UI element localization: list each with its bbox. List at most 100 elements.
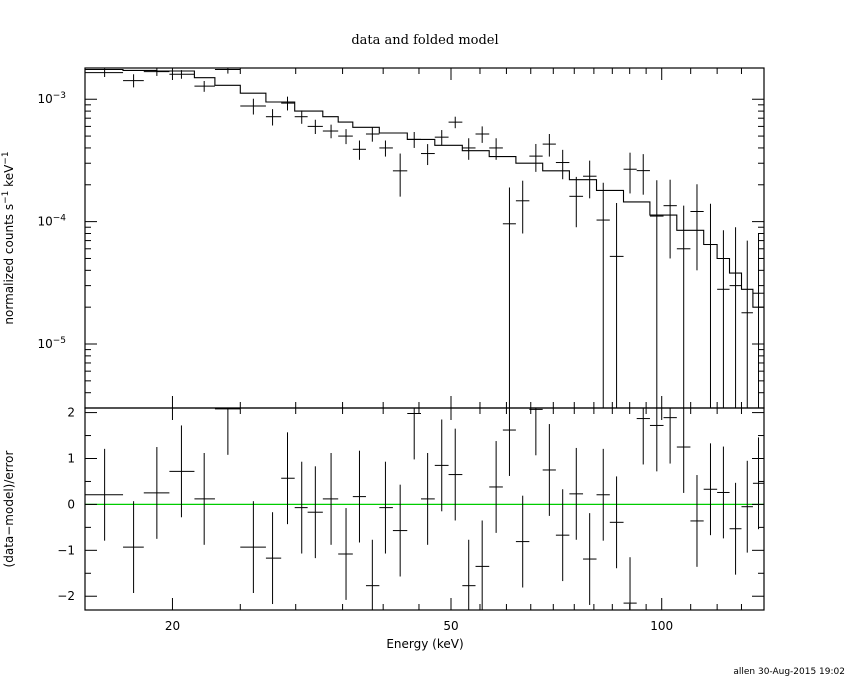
- residual-y-tick-label: −2: [57, 589, 75, 603]
- residual-y-tick-label: −1: [57, 543, 75, 557]
- residual-point: [703, 443, 718, 536]
- data-point: [462, 138, 476, 160]
- data-point: [583, 160, 597, 199]
- data-point: [676, 205, 691, 408]
- data-point: [281, 96, 295, 111]
- residual-ticks: −2 −1 0 1 2: [57, 406, 764, 603]
- data-point: [85, 68, 124, 77]
- data-point: [338, 129, 353, 145]
- residual-point: [294, 461, 308, 554]
- data-point: [555, 149, 570, 180]
- data-point: [407, 131, 421, 148]
- residual-point: [365, 539, 380, 610]
- residual-point: [240, 501, 266, 594]
- data-point: [741, 240, 753, 408]
- residual-points: [85, 408, 764, 610]
- residual-point: [529, 408, 543, 456]
- data-point: [434, 130, 449, 146]
- residual-point: [194, 452, 215, 545]
- data-point: [214, 68, 241, 74]
- data-point: [636, 154, 650, 195]
- x-axis-label: Energy (keV): [386, 637, 463, 651]
- data-point: [663, 179, 677, 259]
- data-point: [123, 74, 144, 88]
- residual-point: [307, 466, 323, 559]
- residual-point: [752, 437, 764, 530]
- residual-point: [649, 408, 664, 472]
- residual-point: [420, 452, 435, 545]
- data-point: [379, 140, 393, 157]
- residual-point: [392, 484, 408, 577]
- data-point: [169, 70, 195, 79]
- residual-point: [214, 408, 241, 455]
- residual-point: [123, 501, 144, 594]
- residual-panel: −2 −1 0 1 2 (data−model)/error: [2, 406, 765, 611]
- data-point: [729, 227, 742, 408]
- residual-point: [265, 512, 282, 605]
- data-points: [85, 68, 764, 408]
- data-point: [542, 133, 556, 157]
- data-point: [717, 230, 730, 408]
- data-point: [502, 187, 516, 408]
- data-point: [529, 143, 543, 172]
- residual-point: [434, 419, 449, 512]
- footer-credit: allen 30-Aug-2015 19:02: [733, 667, 845, 677]
- data-point: [596, 182, 610, 408]
- spectrum-panel: 10−5 10−4 10−3 normalized counts s−1 keV−1: [1, 67, 765, 409]
- spectrum-y-axis-label: normalized counts s−1 keV−1: [1, 151, 16, 324]
- residual-y-tick-label: 0: [67, 497, 75, 511]
- residual-y-tick-label: 1: [67, 452, 75, 466]
- data-point: [475, 126, 490, 143]
- residual-point: [448, 428, 463, 521]
- chart-title: data and folded model: [351, 33, 498, 48]
- data-point: [448, 116, 463, 129]
- data-point: [307, 119, 323, 134]
- residual-point: [143, 447, 170, 539]
- data-point: [365, 127, 380, 142]
- model-step-line: [85, 68, 764, 308]
- residual-point: [623, 557, 637, 610]
- data-point: [690, 184, 704, 271]
- spectrum-y-tick-label: 10−5: [37, 336, 66, 351]
- residual-point: [85, 448, 124, 541]
- data-point: [420, 144, 435, 166]
- residual-point: [515, 495, 530, 588]
- energy-x-ticks: 20 50 100: [84, 68, 765, 633]
- x-tick-label: 50: [443, 619, 458, 633]
- residual-point: [583, 513, 597, 605]
- data-point: [623, 152, 637, 194]
- residual-point: [717, 446, 730, 539]
- residual-y-axis-label: (data−model)/error: [2, 450, 16, 567]
- residual-point: [596, 448, 610, 541]
- spectrum-y-tick-label: 10−4: [37, 214, 66, 229]
- residual-point: [169, 425, 195, 518]
- residual-point: [338, 508, 353, 600]
- residual-point: [502, 408, 516, 476]
- data-point: [609, 202, 624, 408]
- data-point: [143, 68, 170, 76]
- residual-point: [569, 447, 584, 540]
- residual-point: [729, 482, 742, 575]
- residual-point: [462, 539, 476, 610]
- data-point: [194, 80, 215, 92]
- data-point: [752, 233, 764, 408]
- data-point: [703, 203, 718, 408]
- spectrum-ticks: 10−5 10−4 10−3: [37, 91, 764, 409]
- residual-point: [352, 450, 366, 543]
- residual-point: [636, 408, 650, 465]
- residual-point: [609, 476, 624, 569]
- residual-point: [663, 408, 677, 464]
- residual-point: [690, 475, 704, 567]
- residual-point: [475, 520, 490, 610]
- data-point: [489, 138, 503, 160]
- data-point: [322, 124, 339, 139]
- data-point: [352, 140, 366, 160]
- folded-model-curve: [85, 68, 764, 308]
- residual-point: [741, 460, 753, 553]
- data-point: [294, 110, 308, 124]
- residual-point: [542, 424, 556, 516]
- data-point: [392, 153, 408, 197]
- residual-point: [281, 432, 295, 525]
